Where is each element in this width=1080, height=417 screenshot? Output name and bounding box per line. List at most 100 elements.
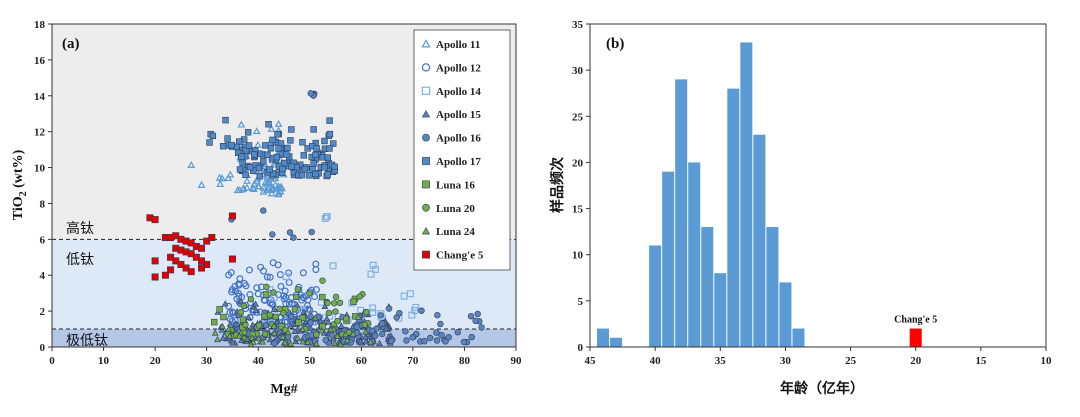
x-tick-label: 70: [407, 355, 419, 367]
data-point: [403, 337, 410, 344]
data-point: [269, 160, 278, 168]
data-point: [242, 321, 249, 329]
data-point: [468, 333, 475, 341]
data-point: [280, 295, 288, 303]
data-point: [294, 334, 302, 341]
legend-marker: [421, 86, 431, 95]
data-point: [378, 320, 386, 327]
data-point: [409, 334, 416, 341]
data-point: [252, 127, 261, 135]
data-point: [357, 338, 364, 345]
data-point: [237, 298, 245, 305]
data-point: [274, 188, 283, 196]
y-axis-label-subscript: 2: [18, 191, 29, 196]
data-point: [261, 330, 269, 338]
data-point: [330, 140, 337, 147]
x-tick-label: 60: [356, 355, 368, 367]
data-point: [255, 164, 263, 172]
x-tick-label: 40: [253, 355, 265, 367]
data-point: [263, 283, 270, 290]
y-tick-label-b: 30: [572, 65, 584, 77]
legend-label: Apollo 17: [436, 156, 481, 168]
data-point: [287, 340, 294, 347]
legend-label: Apollo 11: [436, 39, 480, 51]
data-point: [369, 308, 377, 316]
data-point: [331, 300, 338, 307]
data-point: [349, 330, 357, 337]
y-tick-label: 0: [40, 342, 46, 354]
data-point: [342, 315, 350, 322]
data-point: [267, 124, 276, 132]
data-point: [238, 153, 245, 160]
histogram-panel-b: 45 40 35 30 25 20 15 10 0 5 10 15 20 25 30 35 (b) Chang…: [549, 19, 1052, 397]
y-tick-label-b: 5: [578, 296, 584, 308]
data-point: [239, 159, 246, 167]
y-tick-label-b: 35: [572, 19, 584, 31]
data-point: [172, 257, 180, 265]
legend-marker: [422, 133, 430, 142]
data-point: [433, 329, 440, 336]
data-point: [318, 154, 326, 161]
data-point: [255, 334, 262, 342]
data-point: [266, 273, 274, 281]
data-point: [326, 117, 333, 124]
data-point: [270, 322, 278, 329]
data-point: [292, 293, 300, 301]
data-point: [214, 336, 221, 343]
data-point: [474, 310, 481, 318]
data-point: [236, 275, 244, 283]
data-point: [310, 126, 317, 133]
data-point: [295, 319, 302, 326]
y-tick-label-b: 0: [578, 342, 584, 354]
data-point: [228, 288, 236, 296]
data-point: [208, 234, 216, 242]
data-point: [172, 232, 180, 240]
legend-label: Chang'e 5: [436, 250, 484, 262]
data-point: [327, 326, 335, 333]
data-point: [281, 339, 289, 346]
data-point: [336, 299, 344, 307]
data-point: [266, 311, 274, 319]
data-point: [377, 312, 384, 319]
data-point: [203, 260, 211, 268]
y-tick-label: 10: [34, 163, 46, 175]
scatter-panel-a: 0 10 20 30 40 50 60 70 80 90 0 2 4 6 8 10 12 14 16 18 (a) 高…: [11, 19, 522, 397]
data-point: [219, 142, 227, 150]
data-point: [251, 151, 258, 158]
data-point: [235, 185, 244, 194]
data-point: [274, 130, 281, 138]
data-point: [215, 173, 224, 181]
data-point: [177, 260, 185, 268]
legend-marker: [422, 180, 430, 189]
data-point: [151, 257, 159, 265]
data-point: [354, 313, 362, 320]
histogram-bar: [649, 245, 662, 347]
histogram-bar: [597, 328, 610, 347]
data-point: [198, 257, 206, 265]
data-point: [242, 171, 249, 178]
data-point: [203, 237, 211, 245]
data-point: [382, 324, 390, 332]
data-point: [221, 300, 229, 307]
x-tick-label-b: 45: [585, 355, 597, 367]
data-point: [406, 290, 414, 298]
histogram-bar: [662, 171, 675, 347]
data-point: [304, 338, 312, 345]
data-point: [284, 144, 291, 152]
histogram-bar: [688, 162, 701, 347]
data-point: [260, 207, 267, 214]
data-point: [313, 331, 320, 338]
data-point: [356, 293, 363, 300]
data-point: [299, 314, 306, 322]
histogram-bar: [701, 227, 714, 347]
data-point: [226, 332, 234, 339]
data-point: [319, 277, 326, 284]
data-point: [240, 302, 248, 310]
data-point: [350, 298, 357, 305]
data-point: [249, 184, 258, 192]
data-point: [206, 139, 213, 146]
data-point: [321, 214, 329, 222]
data-point: [287, 322, 294, 329]
data-point: [412, 303, 420, 311]
scatter-points: [146, 90, 485, 348]
